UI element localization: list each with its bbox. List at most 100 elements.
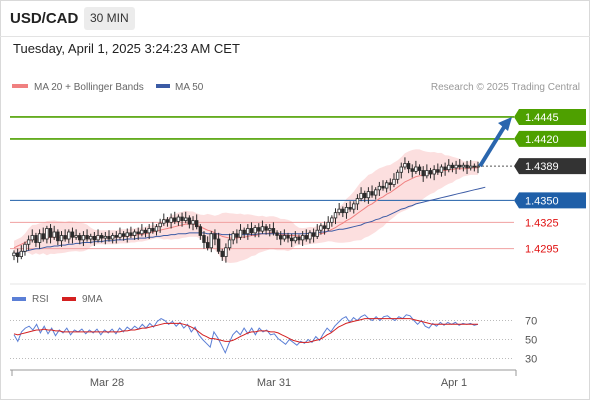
candle-body <box>253 227 257 234</box>
candle-body <box>78 235 82 241</box>
candle-body <box>92 235 97 241</box>
interval-button[interactable]: 30 MIN <box>84 7 135 30</box>
candle-body <box>421 170 425 177</box>
candle-body <box>184 217 188 221</box>
candle-body <box>472 165 477 168</box>
candle-body <box>59 235 64 242</box>
support-price-label: 1.4295 <box>525 244 559 256</box>
candle-body <box>63 235 67 240</box>
credit-text: Research © 2025 Trading Central <box>431 82 580 93</box>
candle-body <box>322 225 327 229</box>
candle-body <box>308 232 312 240</box>
candle-body <box>271 228 276 234</box>
candle-body <box>289 237 294 242</box>
candle-body <box>235 233 239 238</box>
candle-body <box>143 229 148 234</box>
candle-body <box>282 235 287 240</box>
candle-body <box>300 235 305 241</box>
candle-body <box>15 252 20 257</box>
candle-body <box>110 235 115 240</box>
candle-body <box>275 232 279 236</box>
x-tick-label: Apr 1 <box>441 377 467 389</box>
candle-body <box>363 192 367 199</box>
candle-body <box>238 229 243 238</box>
candle-body <box>268 228 272 231</box>
candle-body <box>454 164 458 169</box>
candle-body <box>257 227 261 232</box>
candle-body <box>337 208 341 214</box>
candle-body <box>403 163 407 168</box>
candle-body <box>384 182 389 189</box>
candle-body <box>140 229 144 235</box>
candle-body <box>56 231 60 242</box>
candle-body <box>198 226 203 236</box>
candle-body <box>67 231 71 240</box>
candle-body <box>231 233 235 241</box>
candle-body <box>114 235 118 238</box>
candle-body <box>359 192 363 200</box>
candle-body <box>96 235 100 241</box>
candle-body <box>395 171 400 180</box>
candle-body <box>12 252 16 257</box>
candle-body <box>439 166 444 173</box>
candle-body <box>45 228 49 240</box>
candle-body <box>366 191 371 199</box>
candle-body <box>209 233 213 249</box>
candle-body <box>319 225 323 231</box>
candle-body <box>374 189 378 196</box>
candle-body <box>81 235 86 241</box>
candle-body <box>220 250 224 257</box>
candle-body <box>399 166 403 173</box>
candle-body <box>260 226 265 232</box>
candle-body <box>355 198 360 205</box>
candle-body <box>165 219 170 223</box>
candle-body <box>370 191 374 196</box>
candle-body <box>242 229 246 235</box>
x-tick-label: Mar 28 <box>90 377 124 389</box>
candle-body <box>216 238 221 252</box>
pivot-price-label: 1.4350 <box>525 195 559 207</box>
candle-body <box>213 233 217 240</box>
candle-body <box>99 235 104 239</box>
candle-body <box>48 228 53 238</box>
candle-body <box>330 217 334 223</box>
candle-body <box>34 235 38 243</box>
rsi-tick-label: 50 <box>525 335 537 347</box>
candle-body <box>476 165 480 168</box>
forecast-arrow-head <box>498 116 512 131</box>
candle-body <box>388 182 393 185</box>
rsi-tick-label: 70 <box>525 316 537 328</box>
forecast-arrow-shaft <box>478 122 508 168</box>
candle-body <box>381 185 385 189</box>
candle-body <box>176 216 181 222</box>
candle-body <box>246 228 250 235</box>
rsi-legend-label: RSI <box>32 294 49 305</box>
candle-body <box>432 169 436 175</box>
candle-body <box>249 228 254 234</box>
rsi-ma-legend-label: 9MA <box>82 294 103 305</box>
candle-body <box>344 206 349 214</box>
candle-body <box>23 243 27 252</box>
candle-body <box>158 222 162 228</box>
ma20-legend-label: MA 20 + Bollinger Bands <box>34 82 144 93</box>
candle-body <box>74 235 78 238</box>
candle-body <box>26 239 31 245</box>
candle-body <box>162 219 166 224</box>
candle-body <box>107 235 111 240</box>
candle-body <box>151 228 155 232</box>
candle-body <box>154 226 159 232</box>
rsi-tick-label: 30 <box>525 354 537 366</box>
candle-body <box>279 235 283 240</box>
candle-body <box>341 208 345 214</box>
candle-body <box>70 231 75 238</box>
candle-body <box>264 226 268 231</box>
candle-body <box>392 178 396 185</box>
candle-body <box>468 165 473 169</box>
candle-body <box>311 232 316 237</box>
candle-body <box>194 220 199 228</box>
ma20-legend-swatch <box>12 84 28 88</box>
timestamp: Tuesday, April 1, 2025 3:24:23 AM CET <box>13 41 240 56</box>
rsi-legend-swatch <box>12 297 26 301</box>
candle-body <box>85 235 89 240</box>
candle-body <box>414 166 418 172</box>
